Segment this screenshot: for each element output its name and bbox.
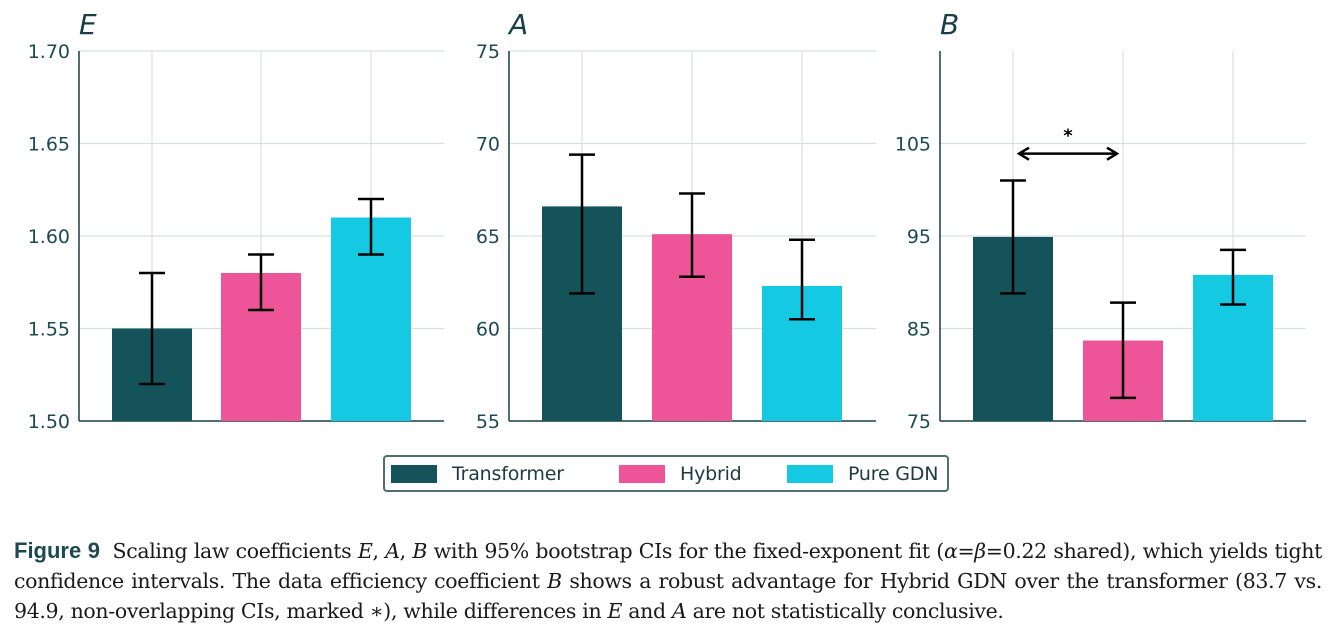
panel-a-ytick-label: 55 xyxy=(476,411,500,433)
caption-segment: and xyxy=(622,599,672,623)
panel-e-ytick-label: 1.60 xyxy=(28,226,70,248)
legend-item-transformer: Transformer xyxy=(391,457,564,490)
legend-label-transformer: Transformer xyxy=(452,462,564,485)
panel-e-title: E xyxy=(79,8,97,41)
caption-text: Scaling law coefficients E, A, B with 95… xyxy=(14,539,1322,623)
figure-label: Figure 9 xyxy=(14,538,100,563)
caption-math: E xyxy=(607,599,623,623)
legend-label-pure-gdn: Pure GDN xyxy=(848,462,939,485)
panel-a-ytick-label: 65 xyxy=(476,226,500,248)
caption-segment: with 95% bootstrap CIs for the fixed-exp… xyxy=(427,539,945,563)
panel-e-ytick-label: 1.65 xyxy=(28,134,70,156)
panel-b-ytick-label: 85 xyxy=(907,319,931,341)
caption-math: B xyxy=(412,539,428,563)
panel-b-significance-label: * xyxy=(1063,126,1073,147)
panel-a-title: A xyxy=(507,8,528,41)
panel-a-ytick-label: 60 xyxy=(476,319,500,341)
panel-e-ytick-label: 1.50 xyxy=(28,411,70,433)
caption-math: α xyxy=(943,539,958,563)
legend-swatch-hybrid xyxy=(619,464,665,483)
caption-math: B xyxy=(547,569,562,593)
caption-math: E xyxy=(357,539,373,563)
caption-segment: , xyxy=(399,539,413,563)
panel-a-ytick-label: 70 xyxy=(476,134,500,156)
caption-math: A xyxy=(671,599,687,623)
caption-segment: = xyxy=(957,539,975,563)
legend-item-hybrid: Hybrid xyxy=(619,457,742,490)
caption-segment: =0.22 shared), which yields tight confid… xyxy=(14,539,1323,593)
panel-e-ytick-label: 1.70 xyxy=(28,41,70,63)
panel-b-ytick-label: 75 xyxy=(907,411,931,433)
caption-segment: Scaling law coefficients xyxy=(105,539,358,563)
legend-swatch-pure-gdn xyxy=(787,464,833,483)
panel-b-arrowhead-right xyxy=(1106,146,1120,161)
legend-item-pure-gdn: Pure GDN xyxy=(787,457,938,490)
caption-segment: , xyxy=(372,539,386,563)
panel-a-ytick-label: 75 xyxy=(476,41,500,63)
caption-math: β xyxy=(974,539,986,563)
legend: Transformer Hybrid Pure GDN xyxy=(383,455,949,492)
caption-segment: are not statistically conclusive. xyxy=(686,599,1004,623)
panel-b-ytick-label: 95 xyxy=(907,226,931,248)
panel-b-ytick-label: 105 xyxy=(895,134,931,156)
legend-swatch-transformer xyxy=(391,464,437,483)
caption-segment: shows a robust advantage for Hybrid GDN … xyxy=(14,569,1322,623)
panel-b-title: B xyxy=(940,8,959,41)
caption-math: A xyxy=(385,539,400,563)
panel-b-arrowhead-left xyxy=(1016,146,1030,161)
panel-e-ytick-label: 1.55 xyxy=(28,319,70,341)
figure-caption: Figure 9 Scaling law coefficients E, A, … xyxy=(14,536,1322,626)
chart-figure: 1.50 1.55 1.60 1.65 1.70 E 55 60 65 70 75 A 75 85 95 10… xyxy=(28,8,1306,433)
legend-label-hybrid: Hybrid xyxy=(680,462,742,485)
